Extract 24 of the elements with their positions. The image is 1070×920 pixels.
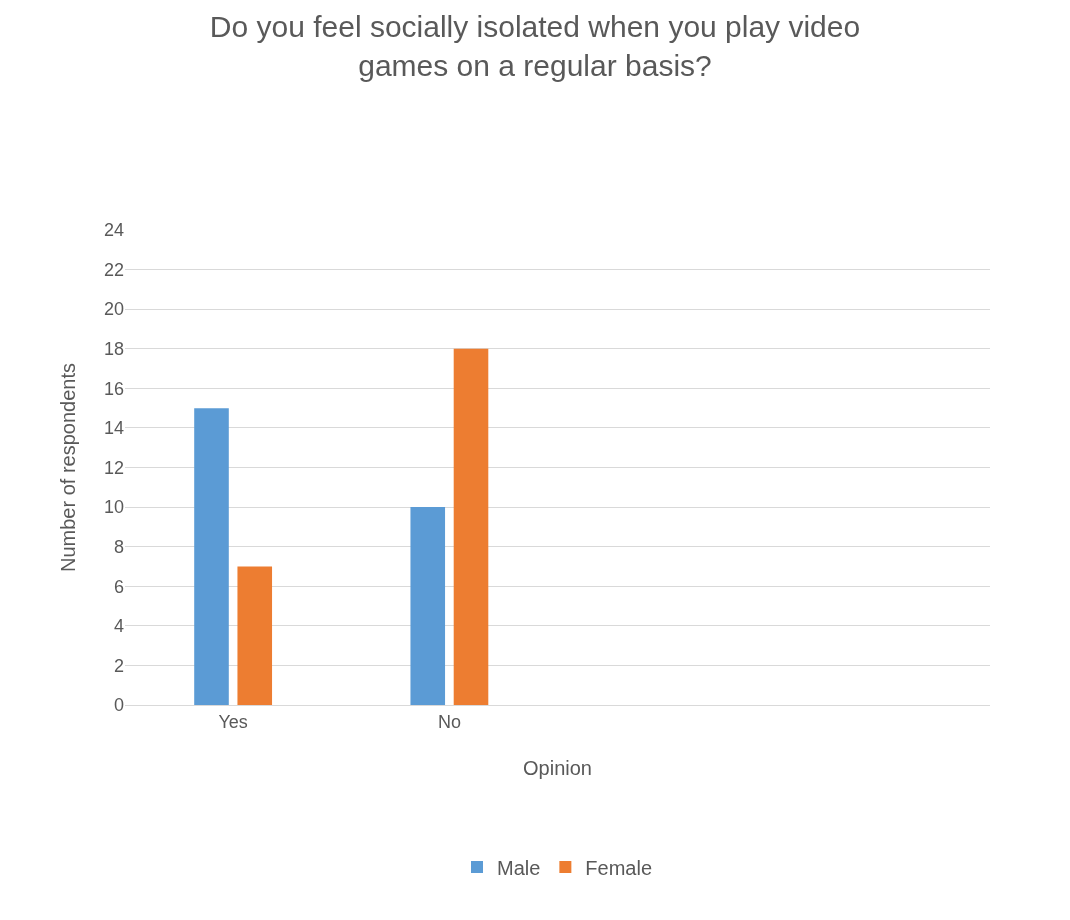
chart-title: Do you feel socially isolated when you play video games on a regular basis? [209, 9, 861, 82]
y-tick-label: 24 [103, 220, 124, 241]
y-tick-label: 2 [113, 655, 124, 676]
bar [237, 566, 273, 705]
legend-label: Male [497, 856, 541, 879]
x-tick-label: Yes [218, 711, 248, 732]
bar [410, 507, 446, 705]
y-tick-label: 6 [113, 576, 124, 597]
y-tick-label: 0 [113, 695, 124, 716]
y-tick-label: 22 [103, 259, 124, 280]
x-tick-label: No [437, 711, 461, 732]
y-tick-label: 16 [103, 378, 124, 399]
y-tick-label: 12 [103, 457, 124, 478]
y-tick-label: 8 [113, 536, 124, 557]
legend-label: Female [585, 856, 653, 879]
y-axis-title: Number of respondents [57, 362, 79, 573]
bar [453, 348, 489, 705]
bar [194, 408, 229, 705]
y-tick-label: 4 [113, 616, 124, 637]
y-tick-label: 18 [103, 339, 124, 360]
y-tick-label: 20 [103, 299, 124, 320]
x-axis-title: Opinion [523, 757, 592, 780]
y-tick-label: 10 [103, 497, 124, 518]
y-tick-label: 14 [103, 418, 124, 439]
